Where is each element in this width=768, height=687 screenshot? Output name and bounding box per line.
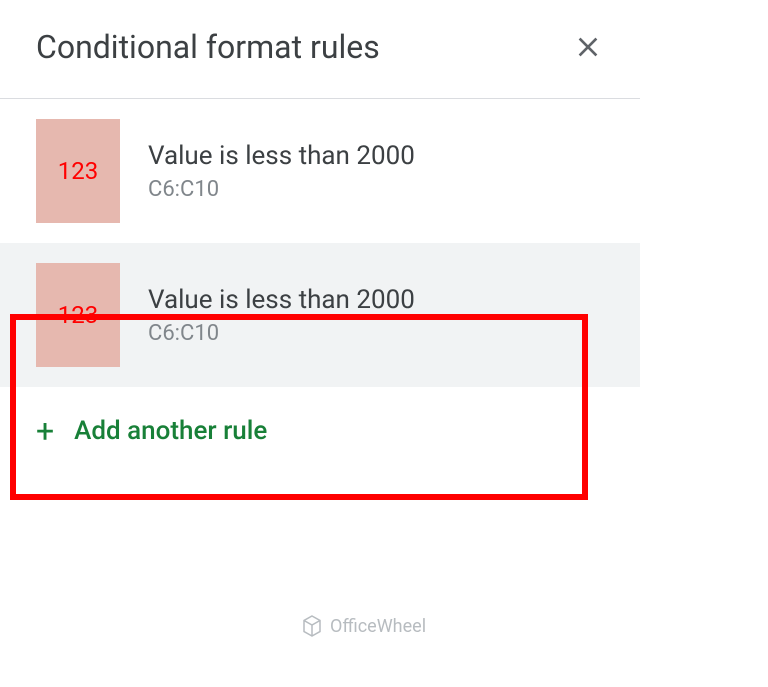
rule-range: C6:C10 — [148, 177, 415, 202]
close-icon[interactable] — [572, 31, 604, 63]
rule-text: Value is less than 2000 C6:C10 — [148, 141, 415, 202]
add-rule-button[interactable]: + Add another rule — [0, 387, 640, 475]
watermark: OfficeWheel — [300, 614, 426, 638]
rule-description: Value is less than 2000 — [148, 285, 415, 315]
watermark-text: OfficeWheel — [330, 616, 426, 637]
rule-description: Value is less than 2000 — [148, 141, 415, 171]
add-rule-label: Add another rule — [74, 416, 267, 446]
panel-title: Conditional format rules — [36, 28, 380, 66]
panel-header: Conditional format rules — [0, 0, 640, 99]
rule-item[interactable]: 123 Value is less than 2000 C6:C10 — [0, 99, 640, 243]
rule-swatch: 123 — [36, 263, 120, 367]
rule-swatch: 123 — [36, 119, 120, 223]
rule-range: C6:C10 — [148, 321, 415, 346]
watermark-icon — [300, 614, 324, 638]
conditional-format-panel: Conditional format rules 123 Value is le… — [0, 0, 640, 475]
rule-item[interactable]: 123 Value is less than 2000 C6:C10 — [0, 243, 640, 387]
plus-icon: + — [36, 415, 54, 447]
rule-text: Value is less than 2000 C6:C10 — [148, 285, 415, 346]
rules-list: 123 Value is less than 2000 C6:C10 123 V… — [0, 99, 640, 387]
